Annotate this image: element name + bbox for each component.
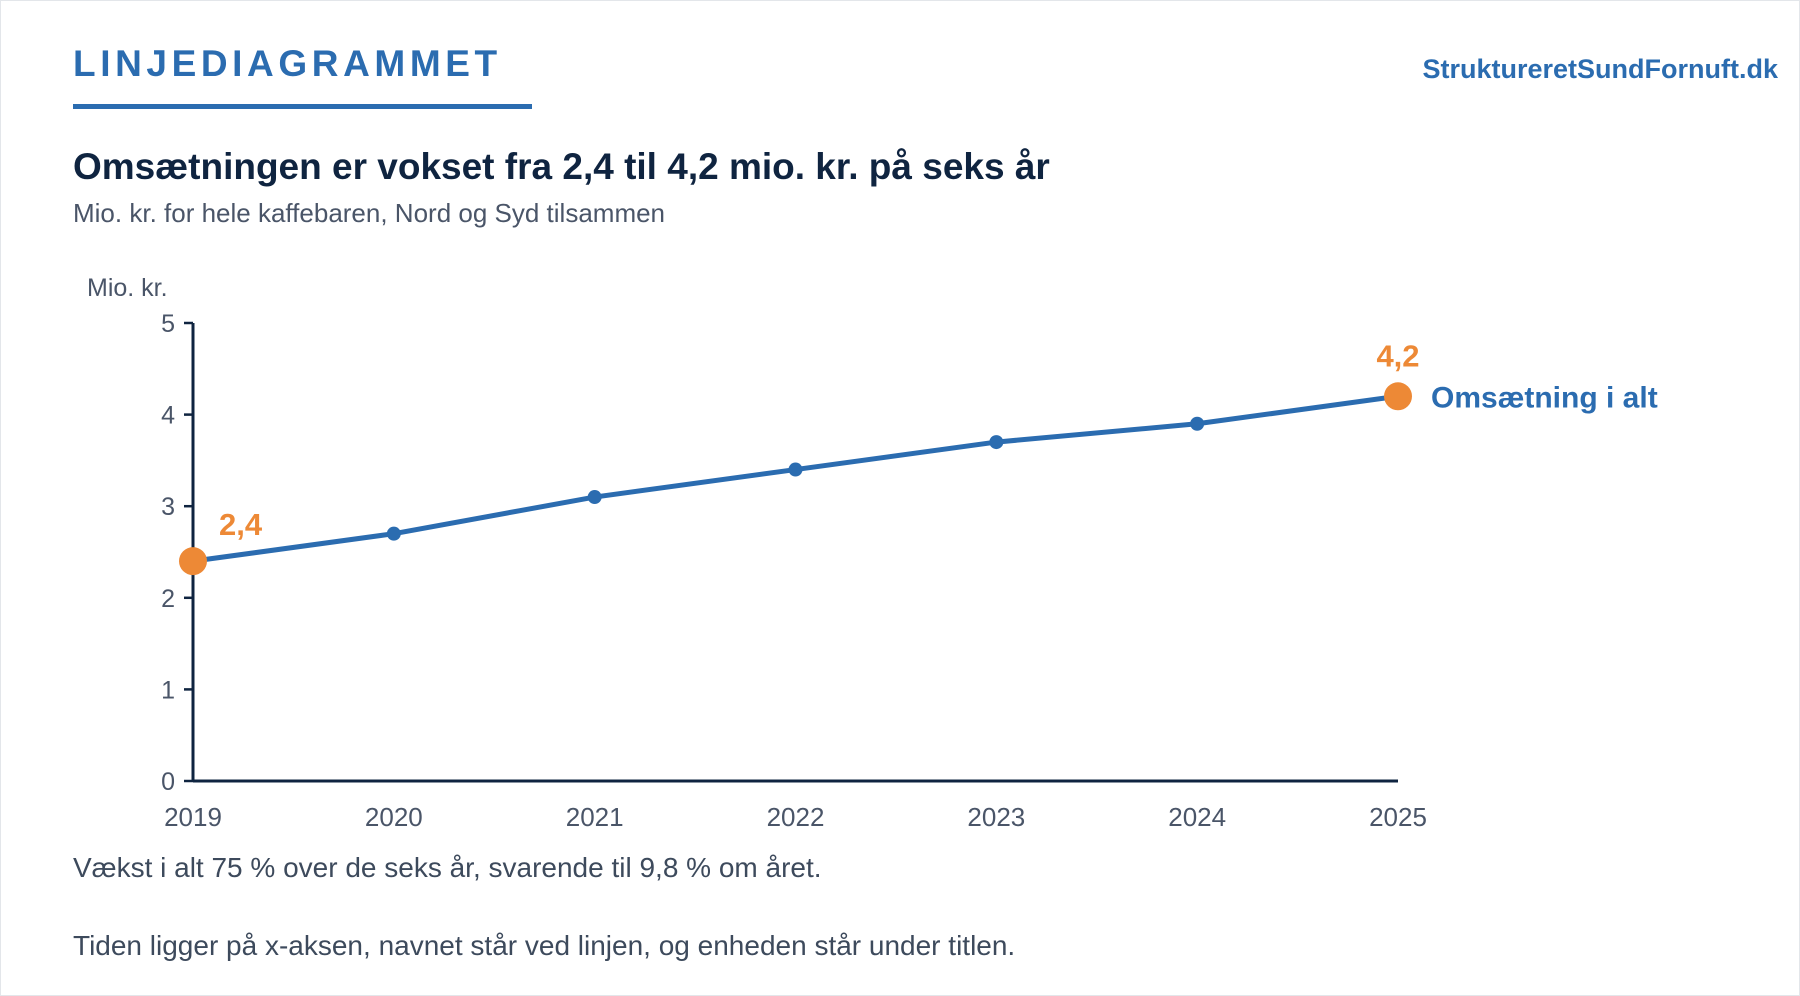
data-label: 2,4 — [219, 507, 263, 542]
x-tick-label: 2025 — [1369, 802, 1427, 832]
y-tick-label: 0 — [161, 768, 175, 796]
y-tick-label: 2 — [161, 585, 175, 613]
data-point — [587, 490, 602, 505]
x-tick-label: 2023 — [967, 802, 1025, 832]
series-layer: Omsætning i alt 2,4 4,2 — [179, 338, 1658, 576]
chart-subtitle: Mio. kr. for hele kaffebaren, Nord og Sy… — [73, 198, 666, 228]
highlight-point — [179, 547, 207, 576]
brand-link[interactable]: StruktureretSundFornuft.dk — [1422, 54, 1779, 84]
series-line — [190, 393, 1401, 564]
data-point — [989, 435, 1004, 450]
chart-title: Omsætningen er vokset fra 2,4 til 4,2 mi… — [73, 146, 1050, 187]
x-tick-label: 2019 — [164, 802, 222, 832]
y-tick-label: 3 — [161, 493, 175, 521]
x-tick-label: 2020 — [365, 802, 423, 832]
x-tick-label: 2022 — [767, 802, 825, 832]
y-tick-label: 1 — [161, 676, 175, 704]
kicker-heading: LINJEDIAGRAMMET — [73, 43, 502, 84]
series-name-label: Omsætning i alt — [1431, 381, 1658, 414]
y-tick-label: 4 — [161, 402, 175, 430]
x-axis: 2019 2020 2021 2022 2023 2024 2025 — [164, 779, 1427, 832]
kicker-underline — [73, 104, 532, 109]
data-point — [1190, 416, 1205, 431]
y-axis-title: Mio. kr. — [87, 274, 168, 302]
data-point — [386, 526, 401, 541]
x-tick-label: 2021 — [566, 802, 624, 832]
data-point — [788, 462, 803, 477]
data-label: 4,2 — [1376, 338, 1419, 373]
growth-note: Vækst i alt 75 % over de seks år, svaren… — [73, 852, 822, 883]
reading-guide-note: Tiden ligger på x-aksen, navnet står ved… — [73, 930, 1016, 961]
y-tick-label: 5 — [161, 310, 175, 338]
highlight-point — [1384, 382, 1412, 411]
x-tick-label: 2024 — [1168, 802, 1226, 832]
